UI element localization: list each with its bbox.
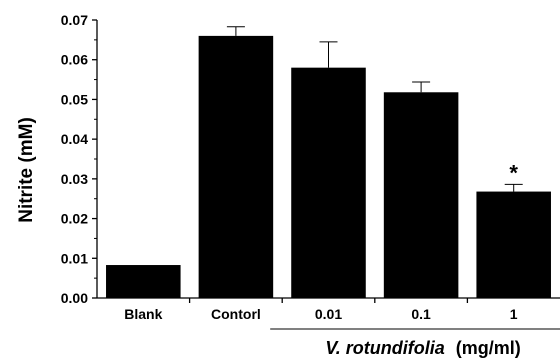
significance-mark: * xyxy=(509,160,518,185)
significance-marks: * xyxy=(509,160,518,185)
bar xyxy=(476,191,551,298)
y-axis-ticks: 0.00 0.01 0.02 0.03 0.04 0.05 0.06 0.07 xyxy=(61,12,97,306)
x-tick-label: 0.1 xyxy=(411,306,431,322)
y-axis-title: Nitrite (mM) xyxy=(16,117,37,223)
x-tick-label: 0.01 xyxy=(315,306,342,322)
group-label-name: V. rotundifolia xyxy=(325,338,444,358)
x-axis-labels: Blank Contorl 0.01 0.1 1 xyxy=(124,298,518,322)
y-tick-label: 0.03 xyxy=(61,171,88,187)
group-label-unit: (mg/ml) xyxy=(456,338,521,358)
y-tick-label: 0.01 xyxy=(61,250,88,266)
y-tick-label: 0.00 xyxy=(61,290,88,306)
bar xyxy=(198,35,274,299)
x-tick-label: 1 xyxy=(510,306,518,322)
y-tick-label: 0.04 xyxy=(61,131,88,147)
x-tick-label: Contorl xyxy=(211,306,261,322)
bars xyxy=(106,35,551,299)
bar xyxy=(291,67,366,299)
y-tick-label: 0.07 xyxy=(61,12,88,28)
error-bars xyxy=(226,26,523,192)
y-tick-label: 0.02 xyxy=(61,211,88,227)
x-tick-label: Blank xyxy=(124,306,162,322)
bar xyxy=(106,265,181,298)
group-label: V. rotundifolia (mg/ml) xyxy=(325,338,520,358)
y-tick-label: 0.06 xyxy=(61,52,88,68)
y-tick-label: 0.05 xyxy=(61,91,88,107)
bar xyxy=(383,92,459,298)
